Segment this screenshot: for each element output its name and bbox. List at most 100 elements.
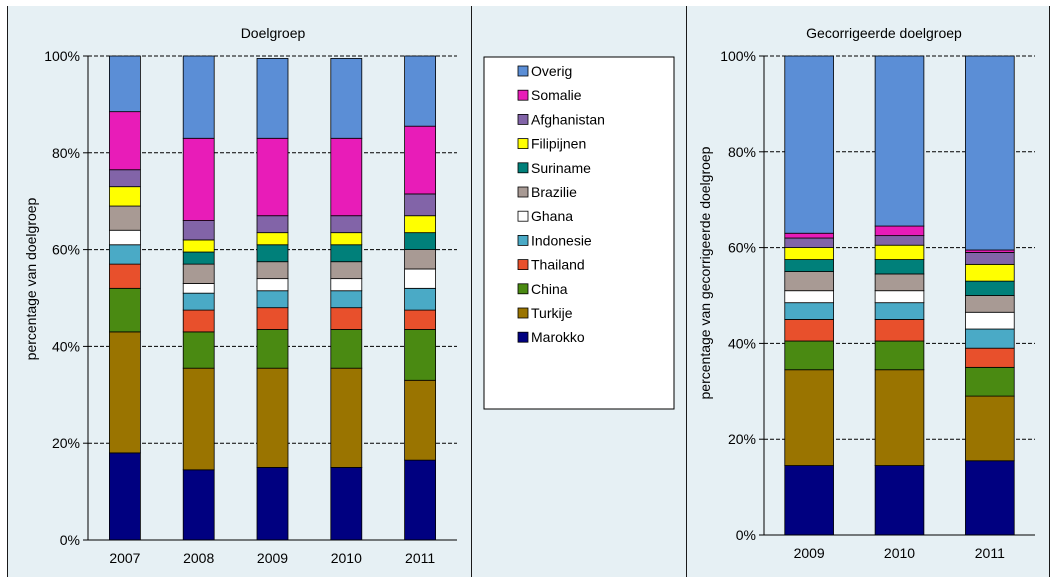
bar-segment-turkije-2010 [330, 367, 363, 468]
legend-label: Suriname [531, 160, 591, 176]
bar-segment-filipijnen-2009 [784, 247, 834, 260]
bar-segment-marokko-2010 [874, 465, 925, 536]
bar-segment-suriname-2010 [874, 259, 925, 275]
bar-segment-somalie-2010 [874, 225, 925, 237]
bar-segment-suriname-2011 [965, 280, 1015, 296]
bar-segment-marokko-2011 [404, 459, 436, 541]
legend-label: Turkije [531, 305, 573, 321]
legend-swatch [517, 283, 529, 295]
y-tick-label: 40% [52, 338, 80, 354]
bar-segment-turkije-2011 [404, 379, 436, 461]
bar-segment-brazilie-2011 [965, 295, 1015, 313]
bar-segment-brazilie-2010 [330, 261, 363, 280]
bar-segment-brazilie-2007 [109, 205, 141, 231]
bar-segment-ghana-2009 [784, 290, 834, 304]
bar-segment-thailand-2010 [330, 307, 363, 330]
bar-segment-thailand-2007 [109, 263, 141, 289]
bar-segment-ghana-2010 [330, 278, 363, 292]
legend-swatch [517, 162, 529, 174]
x-tick-labels: 2007 2008 2009 2010 2011 [109, 550, 435, 566]
bar-segment-overig-2008 [182, 55, 215, 139]
legend: Overig Somalie Afghanistan Filipijnen Surina… [483, 56, 675, 410]
x-tick-label: 2008 [183, 550, 214, 566]
bar-segment-ghana-2007 [109, 229, 141, 246]
x-tick-label: 2010 [884, 545, 915, 561]
bar-segment-thailand-2008 [182, 309, 215, 333]
gecorrigeerde-doelgroep-chart: Gecorrigeerde doelgroep percentage van g… [697, 25, 1035, 561]
legend-box [483, 56, 675, 410]
bar-segment-china-2011 [404, 329, 436, 381]
chart-title: Doelgroep [241, 25, 306, 41]
bar-segment-china-2008 [182, 331, 215, 369]
legend-swatch [517, 210, 529, 222]
bar-segment-somalie-2007 [109, 111, 141, 171]
legend-swatch [517, 259, 529, 271]
bar-segment-indonesie-2011 [404, 287, 436, 311]
bar-segment-afghanistan-2010 [874, 235, 925, 246]
bar-segment-afghanistan-2008 [182, 220, 215, 241]
bar-segment-china-2009 [784, 340, 834, 371]
x-tick-labels: 2009 2010 2011 [794, 545, 1006, 561]
bar-segment-somalie-2009 [784, 232, 834, 239]
bar-segment-indonesie-2007 [109, 244, 141, 265]
bar-segment-thailand-2011 [404, 309, 436, 330]
bar-segment-suriname-2008 [182, 251, 215, 265]
x-tick-label: 2007 [109, 550, 140, 566]
bar-segment-ghana-2011 [965, 311, 1015, 330]
y-tick-label: 20% [52, 435, 80, 451]
bars [109, 55, 436, 541]
grid-lines [88, 55, 457, 444]
bar-segment-marokko-2009 [256, 466, 289, 541]
y-tick-label: 100% [720, 48, 756, 64]
legend-swatch [517, 138, 529, 150]
bar-segment-ghana-2008 [182, 283, 215, 294]
bar-segment-afghanistan-2011 [965, 251, 1015, 265]
bar-segment-afghanistan-2007 [109, 169, 141, 188]
bar-segment-ghana-2011 [404, 268, 436, 289]
legend-swatch [517, 186, 529, 198]
bar-segment-thailand-2009 [256, 307, 289, 330]
chart-title: Gecorrigeerde doelgroep [806, 25, 962, 41]
y-tick-label: 100% [44, 48, 80, 64]
bar-segment-brazilie-2009 [256, 261, 289, 280]
bar-segment-filipijnen-2008 [182, 239, 215, 253]
legend-swatch [517, 65, 529, 77]
bar-segment-overig-2009 [784, 55, 834, 234]
legend-panel: Overig Somalie Afghanistan Filipijnen Surina… [471, 6, 687, 577]
bar-segment-marokko-2009 [784, 465, 834, 536]
bar-segment-china-2007 [109, 287, 141, 333]
bar-segment-brazilie-2011 [404, 249, 436, 270]
legend-label: China [531, 281, 568, 297]
bar-segment-suriname-2009 [784, 259, 834, 272]
y-tick-label: 0% [736, 527, 756, 543]
bar-segment-filipijnen-2007 [109, 186, 141, 207]
legend-swatch [517, 114, 529, 125]
y-tick-label: 20% [728, 431, 756, 447]
legend-label: Marokko [531, 329, 585, 345]
bar-segment-china-2011 [965, 366, 1015, 397]
legend-label: Afghanistan [531, 111, 605, 127]
legend-label: Overig [531, 63, 572, 79]
axes [759, 55, 1035, 536]
bar-segment-thailand-2011 [965, 347, 1015, 368]
x-tick-label: 2009 [794, 545, 825, 561]
bar-segment-turkije-2009 [784, 369, 834, 466]
legend-label: Indonesie [531, 232, 592, 248]
doelgroep-chart: Doelgroep percentage van doelgroep 0% 20%… [23, 25, 457, 566]
legend-swatch [517, 307, 529, 319]
y-tick-labels: 0% 20% 40% 60% 80% 100% [720, 48, 756, 543]
bar-segment-turkije-2010 [874, 369, 925, 466]
y-axis-label: percentage van gecorrigeerde doelgroep [697, 146, 713, 399]
y-tick-label: 80% [52, 145, 80, 161]
bar-segment-brazilie-2010 [874, 273, 925, 292]
legend-swatch [517, 89, 529, 101]
bar-segment-filipijnen-2009 [256, 232, 289, 246]
legend-swatch [517, 234, 529, 246]
bar-segment-somalie-2011 [404, 125, 436, 195]
bar-segment-filipijnen-2010 [330, 232, 363, 246]
bar-segment-somalie-2010 [330, 137, 363, 217]
y-axis-label: percentage van doelgroep [23, 197, 39, 360]
x-tick-label: 2011 [975, 545, 1005, 561]
bar-segment-suriname-2009 [256, 244, 289, 263]
